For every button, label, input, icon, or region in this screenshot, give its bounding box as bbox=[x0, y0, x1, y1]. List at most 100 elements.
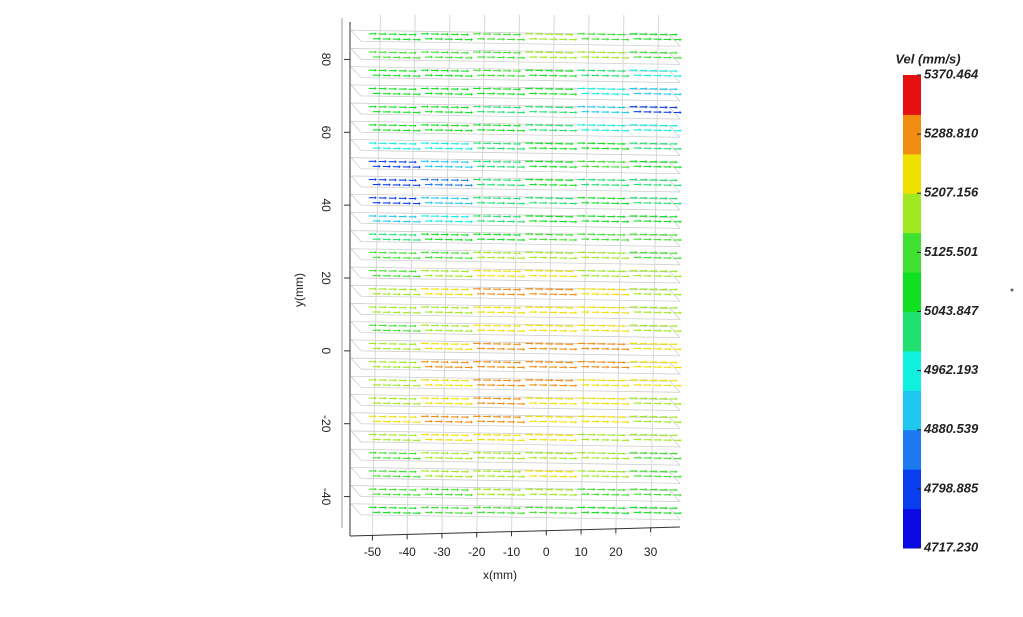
arrow-head bbox=[565, 420, 568, 424]
arrow-head bbox=[545, 146, 548, 150]
arrow-head bbox=[493, 419, 496, 424]
arrow-head bbox=[531, 341, 534, 346]
arrow-head bbox=[456, 378, 459, 383]
arrow-head bbox=[617, 365, 620, 369]
arrow-head bbox=[436, 378, 439, 382]
layer-plane bbox=[350, 430, 681, 448]
arrow-head bbox=[649, 274, 652, 278]
arrow-head bbox=[430, 456, 433, 460]
arrow-head bbox=[509, 196, 512, 200]
arrow-head bbox=[555, 219, 558, 223]
arrow-head bbox=[645, 250, 648, 255]
arrow-head bbox=[483, 91, 486, 96]
arrow-head bbox=[535, 237, 538, 241]
arrow-head bbox=[571, 196, 574, 201]
arrow-head bbox=[414, 288, 417, 292]
arrow-head bbox=[593, 68, 596, 73]
arrow-head bbox=[499, 324, 502, 328]
arrow-head bbox=[384, 414, 387, 419]
arrow-head bbox=[456, 51, 459, 55]
arrow-head bbox=[541, 451, 544, 455]
arrow-head bbox=[418, 329, 421, 333]
vector-cell bbox=[525, 214, 578, 224]
arrow-head bbox=[509, 142, 512, 146]
arrow-head bbox=[418, 220, 421, 224]
arrow-head bbox=[398, 165, 401, 169]
arrow-head bbox=[551, 287, 554, 291]
arrow-head bbox=[593, 141, 596, 145]
arrow-head bbox=[519, 124, 522, 128]
arrow-head bbox=[597, 55, 600, 59]
arrow-head bbox=[607, 420, 610, 424]
arrow-head bbox=[503, 110, 506, 114]
arrow-head bbox=[535, 401, 538, 405]
arrow-head bbox=[466, 451, 469, 456]
arrow-head bbox=[404, 506, 407, 510]
arrow-head bbox=[470, 220, 473, 224]
arrow-head bbox=[384, 250, 387, 255]
arrow-head bbox=[679, 74, 682, 78]
arrow-head bbox=[398, 420, 401, 424]
arrow-head bbox=[603, 378, 606, 382]
arrow-head bbox=[414, 51, 417, 55]
vector-cell bbox=[577, 323, 630, 333]
arrow-head bbox=[430, 365, 433, 369]
arrow-head bbox=[645, 305, 648, 309]
arrow-head bbox=[374, 105, 377, 109]
arrow-head bbox=[541, 323, 544, 328]
arrow-head bbox=[649, 365, 652, 369]
vector-cell bbox=[525, 269, 578, 278]
arrow-head bbox=[583, 105, 586, 109]
arrow-head bbox=[613, 87, 616, 91]
arrow-head bbox=[446, 269, 449, 273]
arrow-head bbox=[418, 456, 421, 461]
arrow-head bbox=[436, 196, 439, 200]
arrow-head bbox=[378, 510, 381, 514]
arrow-head bbox=[523, 183, 526, 187]
arrow-head bbox=[655, 50, 658, 55]
arrow-head bbox=[587, 201, 590, 205]
arrow-head bbox=[561, 378, 564, 383]
arrow-head bbox=[679, 256, 682, 260]
arrow-head bbox=[499, 506, 502, 510]
arrow-head bbox=[493, 37, 496, 41]
arrow-head bbox=[408, 238, 411, 242]
arrow-head bbox=[583, 196, 586, 200]
arrow-head bbox=[404, 287, 407, 292]
vector-cell bbox=[577, 105, 630, 115]
arrow-head bbox=[613, 69, 616, 73]
arrow-head bbox=[408, 256, 411, 260]
arrow-head bbox=[587, 419, 590, 423]
arrow-head bbox=[493, 383, 496, 387]
vector-cell bbox=[577, 305, 630, 315]
arrow-head bbox=[635, 396, 638, 400]
arrow-head bbox=[583, 432, 586, 437]
arrow-head bbox=[426, 86, 429, 91]
arrow-head bbox=[440, 128, 443, 132]
arrow-head bbox=[509, 87, 512, 91]
arrow-head bbox=[519, 397, 522, 401]
arrow-head bbox=[551, 305, 554, 310]
arrow-head bbox=[679, 420, 682, 424]
arrow-head bbox=[470, 165, 473, 169]
arrow-head bbox=[489, 269, 492, 273]
arrow-head bbox=[561, 451, 564, 455]
arrow-head bbox=[565, 365, 568, 369]
arrow-head bbox=[513, 92, 516, 96]
arrow-head bbox=[388, 73, 391, 78]
layer-plane bbox=[350, 29, 681, 47]
arrow-head bbox=[639, 237, 642, 241]
arrow-head bbox=[493, 110, 496, 114]
arrow-head bbox=[378, 255, 381, 259]
arrow-head bbox=[575, 183, 578, 187]
vector-cell bbox=[473, 177, 526, 187]
arrow-head bbox=[565, 347, 568, 351]
arrow-head bbox=[483, 346, 486, 351]
arrow-head bbox=[541, 487, 544, 491]
arrow-head bbox=[430, 219, 433, 223]
arrow-head bbox=[571, 215, 574, 219]
arrow-head bbox=[531, 451, 534, 455]
vector-cell bbox=[368, 68, 421, 78]
arrow-head bbox=[613, 415, 616, 419]
arrow-head bbox=[627, 74, 630, 78]
